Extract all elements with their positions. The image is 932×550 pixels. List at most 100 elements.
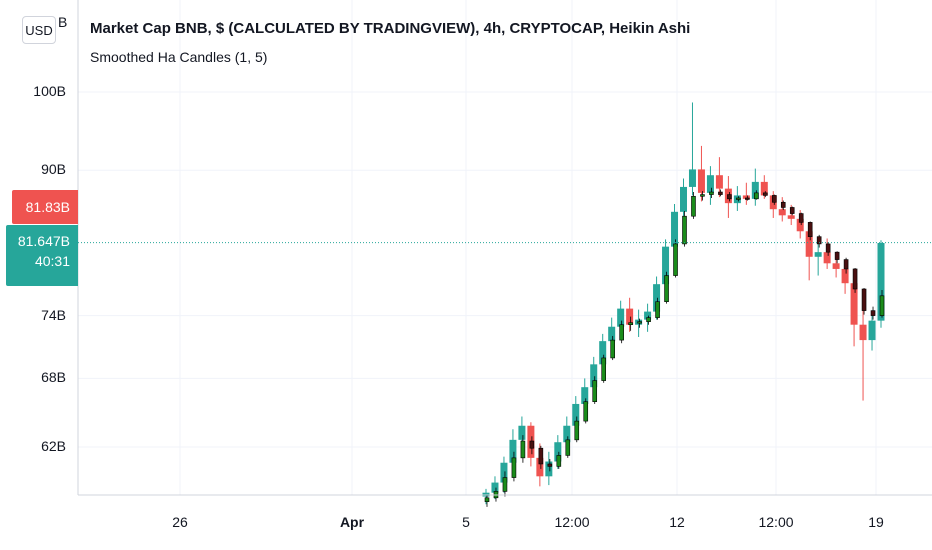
smoothed-candle [789, 206, 795, 216]
ha-candle [814, 243, 822, 276]
smoothed-candle-body [646, 317, 651, 322]
smoothed-candle [592, 376, 598, 404]
smoothed-candle-body [601, 357, 607, 381]
smoothed-candle [816, 234, 822, 248]
ha-candle [715, 157, 723, 198]
ha-candle-body [742, 195, 750, 199]
smoothed-candle-body [529, 440, 535, 449]
bar-countdown: 40:31 [34, 253, 70, 269]
smoothed-candle-body [637, 321, 642, 324]
ha-candle-body [608, 326, 616, 342]
ha-candle [545, 451, 553, 486]
x-tick-label: 12:00 [554, 514, 590, 530]
ha-candle [742, 182, 750, 205]
smoothed-candle [843, 257, 849, 274]
smoothed-candle-body [754, 192, 759, 200]
x-tick-label: 26 [172, 514, 188, 530]
smoothed-candle-body [807, 222, 813, 237]
ha-candle-body [545, 461, 553, 477]
ha-candle-body [590, 364, 598, 388]
ha-candle-body [509, 439, 517, 463]
smoothed-candle [646, 315, 651, 325]
smoothed-candle [807, 221, 813, 241]
smoothed-candle-body [682, 215, 687, 245]
ha-candle-body [536, 457, 544, 477]
smoothed-candle [574, 416, 580, 443]
ha-candle [751, 168, 759, 206]
smoothed-candle-body [843, 259, 849, 270]
ha-candle-body [796, 218, 804, 232]
smoothed-candle-body [870, 310, 876, 316]
smoothed-candle-body [583, 401, 589, 422]
smoothed-candle [745, 195, 750, 201]
y-tick-label: 74B [41, 306, 66, 323]
smoothed-candle [529, 436, 535, 455]
smoothed-candle-body [484, 497, 490, 502]
smoothed-candle [682, 210, 687, 247]
smoothed-candle [709, 187, 714, 198]
smoothed-candle [870, 306, 876, 320]
currency-unit-label: B [58, 14, 68, 30]
smoothed-candle-body [673, 243, 678, 276]
smoothed-candle-body [700, 194, 705, 197]
y-tick-label: 100B [33, 83, 66, 99]
indicator-legend[interactable]: Smoothed Ha Candles (1, 5) [90, 49, 268, 65]
ha-candle-body [715, 175, 723, 189]
smoothed-candle-body [628, 322, 633, 325]
ha-candle-body [653, 284, 661, 312]
candle-layer [482, 102, 885, 505]
smoothed-candle [547, 459, 553, 472]
smoothed-candle-body [610, 339, 615, 359]
ha-candle-body [617, 308, 625, 327]
smoothed-candle-body [852, 268, 858, 290]
smoothed-candle [727, 192, 732, 202]
smoothed-candle-body [655, 301, 660, 318]
smoothed-candle [664, 271, 669, 304]
smoothed-candle-body [718, 191, 723, 195]
smoothed-candle [754, 190, 759, 200]
currency-button[interactable]: USD [22, 16, 56, 44]
ha-candle-body [868, 320, 876, 341]
ha-candle-body [760, 181, 768, 196]
x-tick-label: 19 [868, 514, 884, 530]
x-tick-label: 5 [462, 514, 470, 530]
ha-candle-body [572, 403, 580, 426]
ha-candle-body [706, 175, 714, 193]
smoothed-candle-body [547, 463, 553, 467]
smoothed-candle-body [789, 207, 795, 214]
ha-candle-body [859, 324, 867, 341]
smoothed-candle [762, 191, 768, 198]
smoothed-candle-body [511, 457, 517, 478]
smoothed-candle-body [780, 201, 786, 208]
ha-candle-body [697, 169, 705, 193]
smoothed-candle-body [861, 288, 867, 311]
ha-candle-body [688, 169, 696, 187]
smoothed-candle-body [574, 420, 580, 441]
ha-candle-body [778, 209, 786, 216]
ha-candle [626, 297, 634, 332]
smoothed-candle [583, 398, 589, 424]
current-price-value: 81.647B [17, 233, 70, 249]
smoothed-candle [852, 267, 858, 293]
smoothed-candle [628, 316, 633, 331]
smoothed-candle [673, 239, 678, 278]
ha-candle-body [581, 387, 589, 404]
smoothed-candle-body [709, 191, 714, 195]
ha-candle [859, 294, 867, 401]
smoothed-candle-body [727, 194, 732, 200]
x-tick-label: Apr [339, 514, 365, 530]
current-price-tag: 81.647B 40:31 [6, 225, 78, 286]
smoothed-candle [691, 192, 696, 219]
smoothed-candle [511, 451, 517, 482]
smoothed-candle [502, 471, 508, 497]
smoothed-candle [700, 191, 705, 201]
smoothed-candle [619, 320, 624, 344]
ha-candle-body [877, 243, 885, 321]
smoothed-candle [637, 318, 642, 328]
smoothed-candle-body [619, 324, 624, 341]
smoothed-candle [780, 200, 786, 211]
smoothed-candle [601, 354, 607, 383]
smoothed-candle [798, 212, 804, 226]
